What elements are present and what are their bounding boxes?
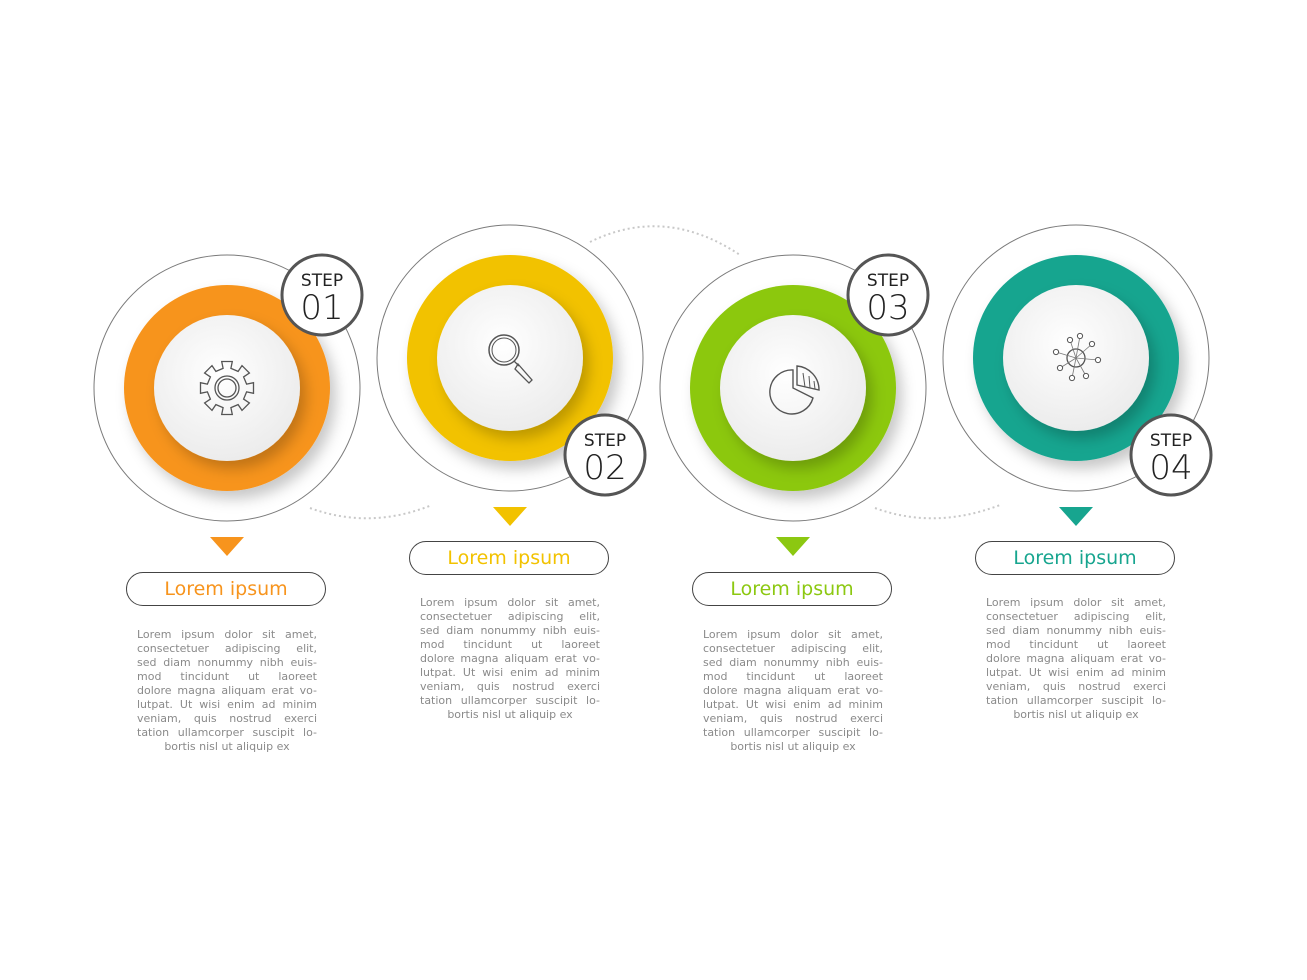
pointer-triangle xyxy=(1059,507,1093,526)
description-line: bortis nisl ut aliquip ex xyxy=(730,740,856,753)
description-line: tation ullamcorper suscipit lo- xyxy=(420,694,600,707)
description-line: veniam, quis nostrud exerci xyxy=(420,680,600,693)
step-description: Lorem ipsum dolor sit amet, consectetuer … xyxy=(420,596,600,722)
step-number: 04 xyxy=(1149,448,1192,488)
description-line: consectetuer adipiscing elit, xyxy=(137,642,317,655)
description-line: sed diam nonummy nibh euis- xyxy=(137,656,317,669)
description-line: lutpat. Ut wisi enim ad minim xyxy=(986,666,1166,679)
step-description: Lorem ipsum dolor sit amet, consectetuer … xyxy=(703,628,883,754)
outer-ring xyxy=(942,224,1210,492)
description-line: veniam, quis nostrud exerci xyxy=(986,680,1166,693)
step-description: Lorem ipsum dolor sit amet, consectetuer … xyxy=(137,628,317,754)
magnifier-icon xyxy=(488,334,533,384)
pie-chart-icon xyxy=(769,365,820,415)
step-title: Lorem ipsum xyxy=(692,572,892,606)
gear-icon xyxy=(199,360,255,416)
description-line: lutpat. Ut wisi enim ad minim xyxy=(420,666,600,679)
outer-ring xyxy=(93,254,361,522)
description-line: dolore magna aliquam erat vo- xyxy=(420,652,600,665)
description-line: dolore magna aliquam erat vo- xyxy=(986,652,1166,665)
description-line: sed diam nonummy nibh euis- xyxy=(420,624,600,637)
outer-ring xyxy=(659,254,927,522)
description-line: bortis nisl ut aliquip ex xyxy=(447,708,573,721)
step-label: STEP xyxy=(584,431,626,451)
step-title: Lorem ipsum xyxy=(975,541,1175,575)
description-line: mod tincidunt ut laoreet xyxy=(420,638,600,651)
description-line: mod tincidunt ut laoreet xyxy=(986,638,1166,651)
step-label: STEP xyxy=(867,271,909,291)
description-line: consectetuer adipiscing elit, xyxy=(420,610,600,623)
description-line: tation ullamcorper suscipit lo- xyxy=(703,726,883,739)
description-line: veniam, quis nostrud exerci xyxy=(137,712,317,725)
step-description: Lorem ipsum dolor sit amet, consectetuer … xyxy=(986,596,1166,722)
step-number: 01 xyxy=(300,288,343,328)
description-line: sed diam nonummy nibh euis- xyxy=(986,624,1166,637)
description-line: Lorem ipsum dolor sit amet, xyxy=(986,596,1166,609)
dotted-connector xyxy=(309,504,433,520)
description-line: bortis nisl ut aliquip ex xyxy=(164,740,290,753)
description-line: consectetuer adipiscing elit, xyxy=(703,642,883,655)
step-title: Lorem ipsum xyxy=(126,572,326,606)
description-line: mod tincidunt ut laoreet xyxy=(137,670,317,683)
step-title: Lorem ipsum xyxy=(409,541,609,575)
dotted-connector xyxy=(589,225,741,256)
description-line: bortis nisl ut aliquip ex xyxy=(1013,708,1139,721)
description-line: tation ullamcorper suscipit lo- xyxy=(986,694,1166,707)
description-line: dolore magna aliquam erat vo- xyxy=(703,684,883,697)
step-label: STEP xyxy=(301,271,343,291)
description-line: Lorem ipsum dolor sit amet, xyxy=(420,596,600,609)
pointer-triangle xyxy=(210,537,244,556)
description-line: lutpat. Ut wisi enim ad minim xyxy=(703,698,883,711)
dotted-connector xyxy=(874,504,1001,520)
step-number: 03 xyxy=(866,288,909,328)
description-line: dolore magna aliquam erat vo- xyxy=(137,684,317,697)
description-line: sed diam nonummy nibh euis- xyxy=(703,656,883,669)
description-line: consectetuer adipiscing elit, xyxy=(986,610,1166,623)
step-label: STEP xyxy=(1150,431,1192,451)
network-icon xyxy=(1052,332,1102,382)
description-line: mod tincidunt ut laoreet xyxy=(703,670,883,683)
description-line: tation ullamcorper suscipit lo- xyxy=(137,726,317,739)
inner-disc xyxy=(154,315,300,461)
step-number: 02 xyxy=(583,448,626,488)
description-line: lutpat. Ut wisi enim ad minim xyxy=(137,698,317,711)
pointer-triangle xyxy=(493,507,527,526)
inner-disc xyxy=(437,285,583,431)
pointer-triangle xyxy=(776,537,810,556)
outer-ring xyxy=(376,224,644,492)
description-line: Lorem ipsum dolor sit amet, xyxy=(137,628,317,641)
description-line: veniam, quis nostrud exerci xyxy=(703,712,883,725)
description-line: Lorem ipsum dolor sit amet, xyxy=(703,628,883,641)
